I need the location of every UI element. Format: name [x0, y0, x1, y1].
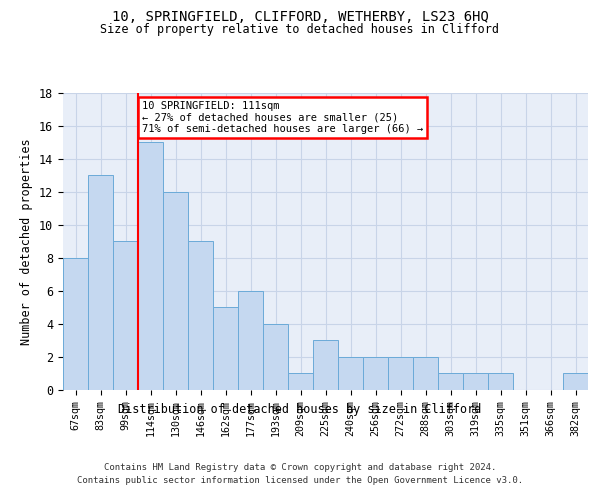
Bar	[388, 357, 413, 390]
Bar	[463, 374, 488, 390]
Bar	[413, 357, 438, 390]
Bar	[438, 374, 463, 390]
Bar	[488, 374, 513, 390]
Bar	[363, 357, 388, 390]
Bar	[213, 308, 238, 390]
Bar	[163, 192, 188, 390]
Text: 10, SPRINGFIELD, CLIFFORD, WETHERBY, LS23 6HQ: 10, SPRINGFIELD, CLIFFORD, WETHERBY, LS2…	[112, 10, 488, 24]
Bar	[338, 357, 363, 390]
Text: 10 SPRINGFIELD: 111sqm
← 27% of detached houses are smaller (25)
71% of semi-det: 10 SPRINGFIELD: 111sqm ← 27% of detached…	[142, 101, 423, 134]
Bar	[238, 291, 263, 390]
Text: Distribution of detached houses by size in Clifford: Distribution of detached houses by size …	[118, 402, 482, 415]
Bar	[263, 324, 288, 390]
Bar	[138, 142, 163, 390]
Text: Contains HM Land Registry data © Crown copyright and database right 2024.: Contains HM Land Registry data © Crown c…	[104, 462, 496, 471]
Bar	[313, 340, 338, 390]
Bar	[88, 175, 113, 390]
Bar	[63, 258, 88, 390]
Y-axis label: Number of detached properties: Number of detached properties	[20, 138, 34, 344]
Bar	[563, 374, 588, 390]
Text: Contains public sector information licensed under the Open Government Licence v3: Contains public sector information licen…	[77, 476, 523, 485]
Bar	[113, 242, 138, 390]
Bar	[188, 242, 213, 390]
Text: Size of property relative to detached houses in Clifford: Size of property relative to detached ho…	[101, 22, 499, 36]
Bar	[288, 374, 313, 390]
